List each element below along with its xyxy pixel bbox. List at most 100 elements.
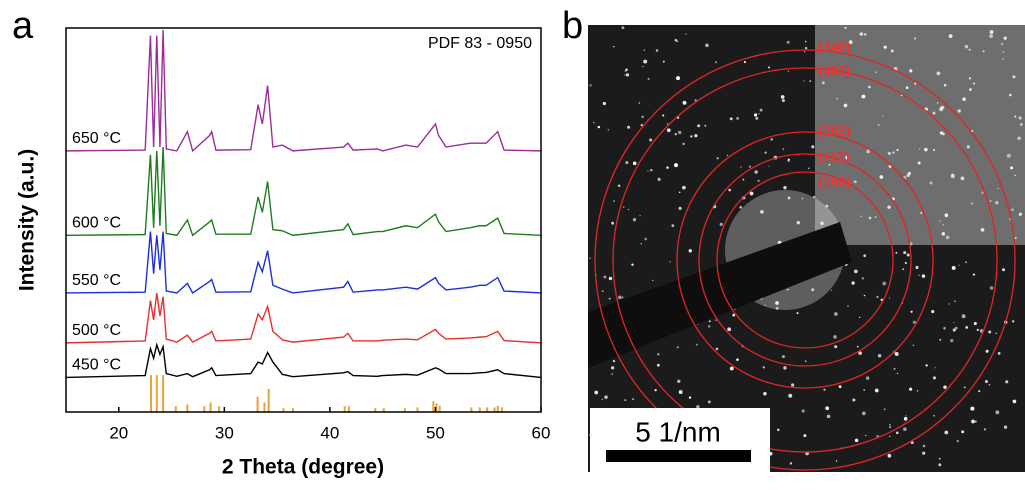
- diffraction-spot: [961, 314, 966, 319]
- reference-bar: [470, 407, 473, 412]
- diffraction-spot: [696, 405, 700, 409]
- diffraction-spot: [988, 383, 991, 386]
- diffraction-spot: [950, 338, 954, 343]
- diffraction-spot: [787, 159, 790, 162]
- diffraction-spot: [914, 82, 917, 85]
- reference-bar: [435, 403, 438, 412]
- diffraction-spot: [682, 100, 687, 105]
- ring: [612, 67, 998, 453]
- ring: [676, 131, 934, 389]
- diffraction-spot: [642, 65, 644, 68]
- diffraction-spot: [970, 406, 975, 411]
- diffraction-spot: [838, 385, 842, 389]
- diffraction-spot: [865, 434, 867, 437]
- diffraction-spot: [941, 232, 946, 236]
- diffraction-spot: [863, 294, 866, 297]
- diffraction-spot: [939, 131, 943, 135]
- diffraction-spot: [678, 206, 682, 210]
- diffraction-spot: [915, 265, 919, 270]
- x-tick-label: 40: [320, 423, 339, 442]
- series-label: 650 °C: [72, 130, 121, 147]
- diffraction-spot: [678, 191, 681, 194]
- diffraction-spot: [847, 305, 849, 307]
- diffraction-spot: [852, 398, 856, 402]
- diffraction-spot: [942, 223, 945, 226]
- diffraction-spot: [909, 69, 913, 73]
- diffraction-spot: [707, 325, 711, 328]
- diffraction-spot: [888, 297, 891, 299]
- diffraction-spot: [625, 73, 630, 77]
- diffraction-spot: [890, 49, 894, 53]
- diffraction-spot: [1014, 115, 1017, 118]
- diffraction-spot: [662, 114, 665, 117]
- diffraction-spot: [882, 281, 887, 286]
- diffraction-spot: [989, 286, 994, 290]
- diffraction-spot: [647, 77, 650, 81]
- diffraction-spot: [860, 215, 863, 218]
- beam-stopper: [588, 222, 852, 368]
- diffraction-spot: [889, 423, 891, 426]
- diffraction-spot: [657, 177, 661, 181]
- diffraction-spot: [877, 124, 880, 127]
- diffraction-spot: [695, 343, 698, 346]
- diffraction-spot: [632, 161, 637, 166]
- diffraction-spot: [1002, 58, 1004, 61]
- reference-bar: [403, 408, 406, 412]
- diffraction-spot: [889, 426, 892, 429]
- diffraction-spot: [743, 61, 746, 64]
- diffraction-spot: [982, 50, 985, 53]
- panel-label: a: [12, 5, 34, 47]
- diffraction-spot: [933, 415, 935, 417]
- diffraction-spot: [796, 221, 800, 225]
- diffraction-spot: [894, 352, 899, 356]
- diffraction-spot: [866, 149, 871, 154]
- diffraction-spot: [801, 197, 804, 200]
- diffraction-spot: [971, 419, 975, 424]
- diffraction-spot: [922, 451, 926, 455]
- diffraction-spot: [641, 115, 644, 119]
- diffraction-spot: [835, 460, 838, 462]
- diffraction-spot: [791, 383, 795, 387]
- diffraction-spot: [786, 40, 790, 44]
- diffraction-spot: [650, 168, 653, 172]
- diffraction-spot: [1009, 93, 1012, 97]
- diffraction-spot: [954, 326, 958, 330]
- diffraction-spot: [1010, 166, 1014, 170]
- diffraction-spot: [612, 359, 616, 363]
- reference-bar: [416, 407, 419, 412]
- diffraction-spot: [787, 70, 790, 72]
- diffraction-spot: [943, 327, 946, 330]
- diffraction-spot: [788, 393, 793, 398]
- diffraction-spot: [931, 310, 935, 314]
- diffraction-image: (340) (402) (202) (112) (200) 5 1/nm: [588, 25, 1025, 472]
- diffraction-spot: [601, 290, 604, 293]
- diffraction-spot: [981, 191, 984, 194]
- diffraction-spot: [1002, 268, 1005, 272]
- reference-bar: [374, 408, 377, 412]
- reference-bar: [493, 407, 496, 412]
- diffraction-spot: [882, 115, 884, 117]
- diffraction-spot: [995, 201, 999, 205]
- x-tick-label: 20: [109, 423, 128, 442]
- diffraction-spot: [604, 395, 608, 399]
- diffraction-spot: [877, 353, 882, 358]
- diffraction-spot: [980, 228, 985, 232]
- diffraction-spot: [905, 415, 907, 417]
- diffraction-spot: [1001, 43, 1003, 45]
- diffraction-spot: [611, 366, 615, 370]
- diffraction-spot: [868, 85, 871, 89]
- diffraction-spot: [836, 97, 839, 100]
- diffraction-spot: [976, 328, 979, 331]
- diffraction-spot: [853, 180, 857, 184]
- diffraction-spot: [874, 388, 879, 393]
- reference-bar: [186, 404, 189, 412]
- diffraction-spot: [1003, 425, 1008, 429]
- ring-label: (402): [818, 63, 851, 79]
- diffraction-spot: [929, 181, 933, 185]
- diffraction-spot: [833, 312, 838, 316]
- diffraction-spot: [597, 125, 601, 129]
- diffraction-spot: [914, 37, 917, 40]
- diffraction-spot: [978, 390, 981, 393]
- diffraction-spot: [918, 274, 920, 276]
- diffraction-spot: [638, 102, 641, 104]
